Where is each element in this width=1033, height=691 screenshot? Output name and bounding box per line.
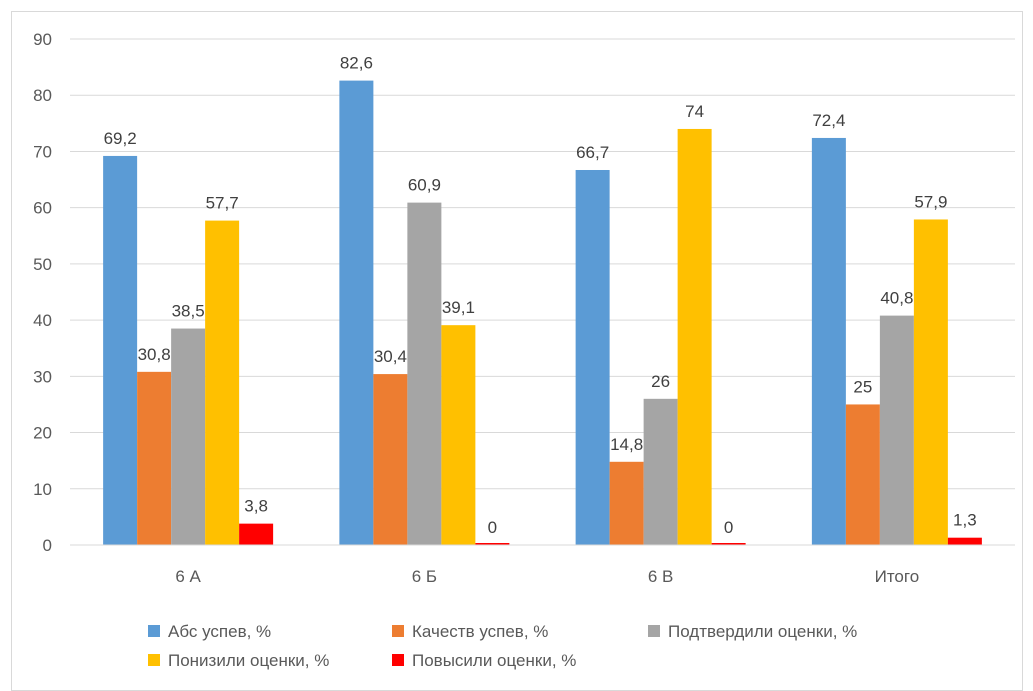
data-label: 0 [724, 518, 733, 537]
legend-item: Понизили оценки, % [148, 651, 329, 670]
y-tick-label: 80 [33, 86, 52, 105]
legend-label: Абс успев, % [168, 622, 271, 641]
data-label: 69,2 [104, 129, 137, 148]
bars [103, 80, 982, 546]
bar [103, 155, 138, 546]
bar [643, 398, 678, 545]
bar [475, 543, 510, 545]
x-tick-label: 6 В [648, 567, 674, 586]
legend-label: Подтвердили оценки, % [668, 622, 857, 641]
bar [711, 543, 746, 545]
data-label: 0 [488, 518, 497, 537]
y-axis: 0 10 20 30 40 50 60 70 80 90 [33, 30, 52, 555]
legend-swatch [648, 625, 660, 637]
legend-label: Понизили оценки, % [168, 651, 329, 670]
y-tick-label: 90 [33, 30, 52, 49]
y-tick-label: 70 [33, 142, 52, 161]
data-label: 82,6 [340, 54, 373, 73]
bar [947, 537, 982, 545]
data-label: 3,8 [244, 497, 268, 516]
data-label: 57,9 [914, 192, 947, 211]
data-label: 57,7 [206, 194, 239, 213]
bar-chart: 0 10 20 30 40 50 60 70 80 90 69,2 30,8 38,5 57,7 3,8 82… [33, 30, 1015, 670]
legend-label: Повысили оценки, % [412, 651, 576, 670]
y-tick-label: 60 [33, 199, 52, 218]
data-label: 72,4 [812, 111, 845, 130]
legend-item: Повысили оценки, % [392, 651, 576, 670]
legend-swatch [148, 654, 160, 666]
x-tick-label: 6 Б [412, 567, 437, 586]
legend: Абс успев, % Качеств успев, % Подтвердили … [148, 622, 857, 670]
bar [879, 315, 914, 545]
data-label: 39,1 [442, 298, 475, 317]
data-label: 66,7 [576, 143, 609, 162]
legend-swatch [392, 625, 404, 637]
data-labels: 69,2 30,8 38,5 57,7 3,8 82,6 30,4 60,9 39,1 0 66,7… [104, 54, 977, 537]
bar [845, 404, 880, 545]
bar [339, 80, 374, 546]
data-label: 14,8 [610, 435, 643, 454]
x-tick-label: 6 А [175, 567, 201, 586]
bar [205, 220, 240, 545]
bar [137, 371, 172, 545]
bar [811, 137, 846, 545]
data-label: 26 [651, 372, 670, 391]
y-tick-label: 30 [33, 367, 52, 386]
bar [913, 219, 948, 545]
data-label: 30,8 [138, 345, 171, 364]
y-tick-label: 0 [43, 536, 52, 555]
bar [575, 169, 610, 545]
bar [407, 202, 442, 545]
data-label: 60,9 [408, 176, 441, 195]
legend-label: Качеств успев, % [412, 622, 548, 641]
y-tick-label: 50 [33, 255, 52, 274]
x-axis: 6 А 6 Б 6 В Итого [175, 567, 919, 586]
bar [441, 325, 476, 545]
y-tick-label: 10 [33, 480, 52, 499]
bar [239, 523, 274, 545]
data-label: 74 [685, 102, 704, 121]
bar [373, 374, 408, 545]
data-label: 25 [853, 377, 872, 396]
legend-item: Абс успев, % [148, 622, 271, 641]
bar [171, 328, 206, 545]
bar [609, 461, 644, 545]
legend-item: Подтвердили оценки, % [648, 622, 857, 641]
legend-item: Качеств успев, % [392, 622, 548, 641]
y-tick-label: 20 [33, 424, 52, 443]
data-label: 38,5 [172, 302, 205, 321]
data-label: 30,4 [374, 347, 407, 366]
data-label: 40,8 [880, 289, 913, 308]
legend-swatch [148, 625, 160, 637]
bar [677, 128, 712, 545]
y-tick-label: 40 [33, 311, 52, 330]
legend-swatch [392, 654, 404, 666]
data-label: 1,3 [953, 511, 977, 530]
x-tick-label: Итого [875, 567, 920, 586]
